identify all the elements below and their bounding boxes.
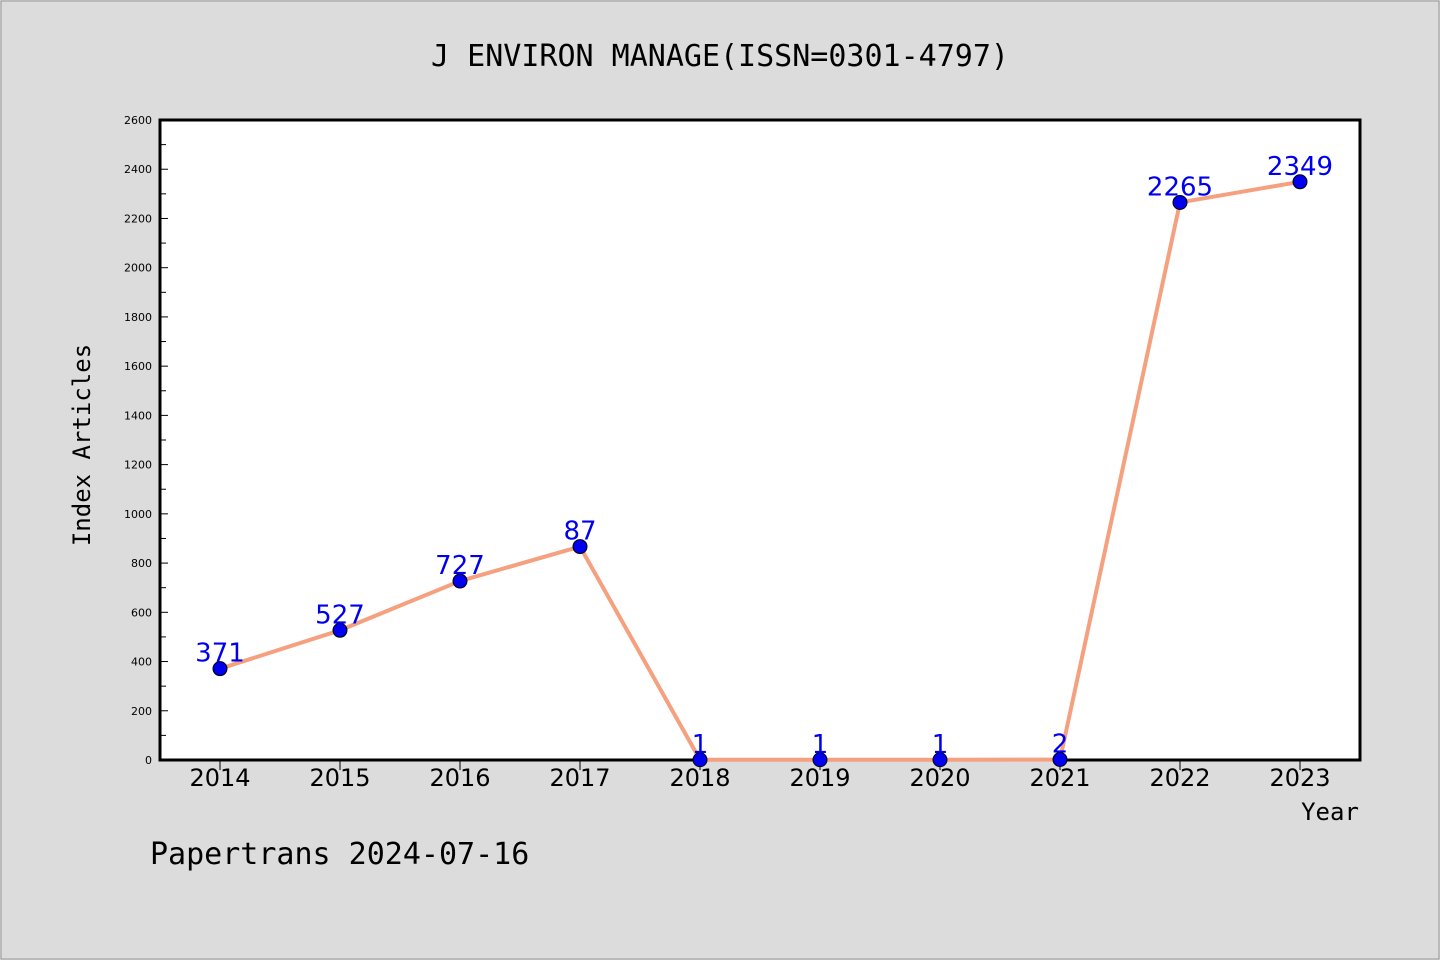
x-axis-label: Year (1301, 798, 1359, 826)
x-tick-label: 2017 (549, 764, 610, 792)
data-label: 1 (812, 730, 829, 760)
series-markers (212, 174, 1308, 768)
data-label: 87 (563, 517, 596, 547)
y-axis-label: Index Articles (68, 344, 96, 546)
y-tick-label: 200 (131, 705, 152, 718)
data-point (1172, 194, 1188, 210)
data-label: 1 (932, 730, 949, 760)
data-label: 2349 (1267, 152, 1333, 182)
data-point (932, 752, 948, 768)
data-labels: 371 527 727 87 1 1 1 2 2265 2349 (195, 152, 1333, 760)
x-tick-label: 2014 (189, 764, 250, 792)
y-tick-label: 2000 (124, 262, 152, 275)
y-tick-label: 1400 (124, 409, 152, 422)
x-tick-label: 2018 (669, 764, 730, 792)
y-axis: 0 200 400 600 800 1000 1200 1400 1600 1800 2000 220… (124, 114, 168, 767)
plot-area (158, 118, 1362, 762)
y-tick-label: 600 (131, 606, 152, 619)
data-label: 2265 (1147, 172, 1213, 202)
x-tick-label: 2015 (309, 764, 370, 792)
y-tick-label: 2400 (124, 163, 152, 176)
x-tick-label: 2020 (909, 764, 970, 792)
data-label: 371 (195, 639, 245, 669)
y-tick-label: 2600 (124, 114, 152, 127)
y-tick-label: 800 (131, 557, 152, 570)
data-point (332, 622, 348, 638)
x-tick-label: 2016 (429, 764, 490, 792)
footer-text: Papertrans 2024-07-16 (150, 837, 529, 872)
y-tick-label: 0 (145, 754, 152, 767)
data-point (572, 539, 588, 555)
y-tick-label: 1600 (124, 360, 152, 373)
x-tick-label: 2022 (1149, 764, 1210, 792)
y-tick-label: 1800 (124, 311, 152, 324)
series-line (219, 179, 1301, 762)
data-label: 2 (1052, 730, 1069, 760)
data-label: 1 (692, 730, 709, 760)
x-tick-label: 2019 (789, 764, 850, 792)
data-label: 527 (315, 600, 365, 630)
y-tick-label: 400 (131, 656, 152, 669)
y-tick-label: 1000 (124, 508, 152, 521)
x-tick-label: 2021 (1029, 764, 1090, 792)
data-point (812, 752, 828, 768)
data-point (452, 573, 468, 589)
chart-title: J ENVIRON MANAGE(ISSN=0301-4797) (431, 39, 1009, 74)
y-tick-label: 1200 (124, 459, 152, 472)
data-label: 727 (435, 551, 485, 581)
x-axis: 2014 2015 2016 2017 2018 2019 2020 2021 2022 2023 (189, 760, 1331, 792)
data-point (692, 752, 708, 768)
data-point (1052, 752, 1068, 768)
x-tick-label: 2023 (1269, 764, 1330, 792)
y-tick-label: 2200 (124, 212, 152, 225)
data-point (1292, 174, 1308, 190)
data-point (212, 661, 228, 677)
